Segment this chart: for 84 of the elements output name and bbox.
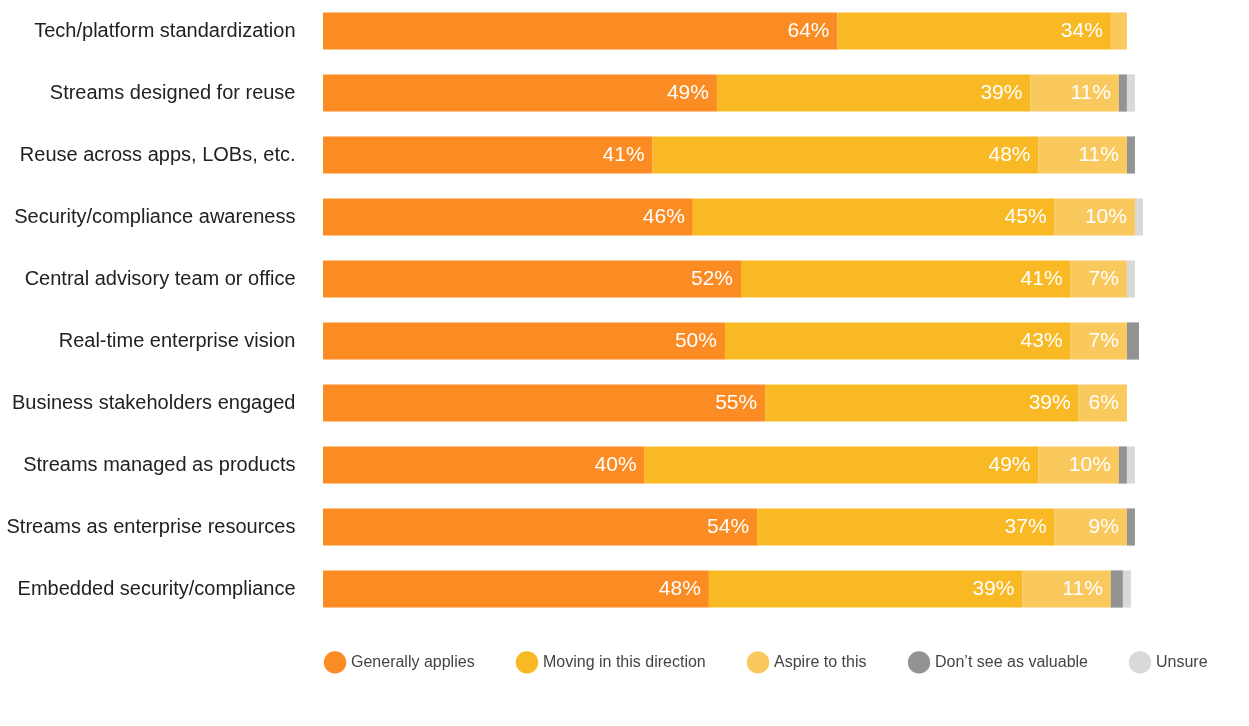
data-label: 39% xyxy=(1028,390,1071,413)
data-label: 7% xyxy=(1088,266,1119,289)
legend-label: Moving in this direction xyxy=(543,653,706,671)
y-tick-label: Streams as enterprise resources xyxy=(6,515,296,537)
bar xyxy=(323,384,766,422)
bar xyxy=(1030,74,1119,112)
data-label: 48% xyxy=(658,576,701,599)
bar xyxy=(1126,508,1135,546)
data-label: 55% xyxy=(715,390,758,413)
bar xyxy=(837,12,1111,50)
bar xyxy=(1118,446,1127,484)
data-label: 48% xyxy=(988,142,1031,165)
bar xyxy=(1038,446,1119,484)
legend-label: Don’t see as valuable xyxy=(935,653,1089,671)
bar xyxy=(1126,446,1135,484)
data-label: 11% xyxy=(1070,80,1111,103)
bar xyxy=(323,260,742,298)
data-label: 50% xyxy=(674,328,717,351)
bar xyxy=(1038,136,1127,174)
y-tick-label: Streams designed for reuse xyxy=(49,81,296,103)
data-label: 10% xyxy=(1068,452,1111,475)
data-label: 43% xyxy=(1020,328,1063,351)
bar xyxy=(1070,260,1127,298)
bar xyxy=(1126,260,1135,298)
bar xyxy=(1054,508,1127,546)
bar xyxy=(644,446,1039,484)
bar xyxy=(1134,198,1143,236)
data-label: 7% xyxy=(1088,328,1119,351)
bar xyxy=(1126,136,1135,174)
y-tick-label: Streams managed as products xyxy=(23,453,296,475)
y-tick-label: Business stakeholders engaged xyxy=(11,391,296,413)
bar xyxy=(692,198,1055,236)
bar xyxy=(323,322,725,360)
bar xyxy=(708,570,1023,608)
y-tick-label: Central advisory team or office xyxy=(24,267,296,289)
data-label: 49% xyxy=(666,80,709,103)
y-tick-label: Real-time enterprise vision xyxy=(58,329,296,351)
bar xyxy=(1022,570,1111,608)
data-label: 11% xyxy=(1062,576,1103,599)
bar xyxy=(1118,74,1127,112)
bar xyxy=(1110,12,1127,50)
y-tick-label: Reuse across apps, LOBs, etc. xyxy=(19,143,296,165)
data-label: 54% xyxy=(707,514,750,537)
bar xyxy=(323,198,693,236)
bar xyxy=(1110,570,1123,608)
bar xyxy=(323,74,717,112)
legend-label: Aspire to this xyxy=(774,653,867,671)
bar xyxy=(323,12,838,50)
data-label: 64% xyxy=(787,18,830,41)
y-tick-label: Tech/platform standardization xyxy=(34,19,296,41)
bar xyxy=(323,508,758,546)
y-tick-label: Embedded security/compliance xyxy=(17,577,296,599)
data-label: 41% xyxy=(602,142,645,165)
bar xyxy=(1126,74,1135,112)
legend-label: Unsure xyxy=(1156,653,1208,671)
bar xyxy=(1054,198,1135,236)
bar xyxy=(1126,322,1139,360)
bar xyxy=(323,446,645,484)
bar xyxy=(765,384,1079,422)
data-label: 40% xyxy=(594,452,637,475)
data-label: 41% xyxy=(1020,266,1063,289)
bar xyxy=(1122,570,1131,608)
data-label: 39% xyxy=(980,80,1023,103)
bar xyxy=(1070,322,1127,360)
data-label: 46% xyxy=(642,204,685,227)
data-label: 11% xyxy=(1078,142,1119,165)
bar xyxy=(757,508,1055,546)
legend-label: Generally applies xyxy=(351,653,475,671)
bar xyxy=(323,136,653,174)
data-label: 45% xyxy=(1004,204,1047,227)
bar xyxy=(741,260,1071,298)
data-label: 6% xyxy=(1088,390,1119,413)
bar xyxy=(724,322,1071,360)
data-label: 9% xyxy=(1088,514,1119,537)
y-tick-label: Security/compliance awareness xyxy=(14,205,296,227)
data-label: 52% xyxy=(691,266,734,289)
bar xyxy=(716,74,1031,112)
data-label: 39% xyxy=(972,576,1015,599)
data-label: 37% xyxy=(1004,514,1047,537)
data-label: 34% xyxy=(1060,18,1103,41)
bar xyxy=(652,136,1039,174)
bar xyxy=(323,570,709,608)
data-label: 49% xyxy=(988,452,1031,475)
data-label: 10% xyxy=(1084,204,1127,227)
